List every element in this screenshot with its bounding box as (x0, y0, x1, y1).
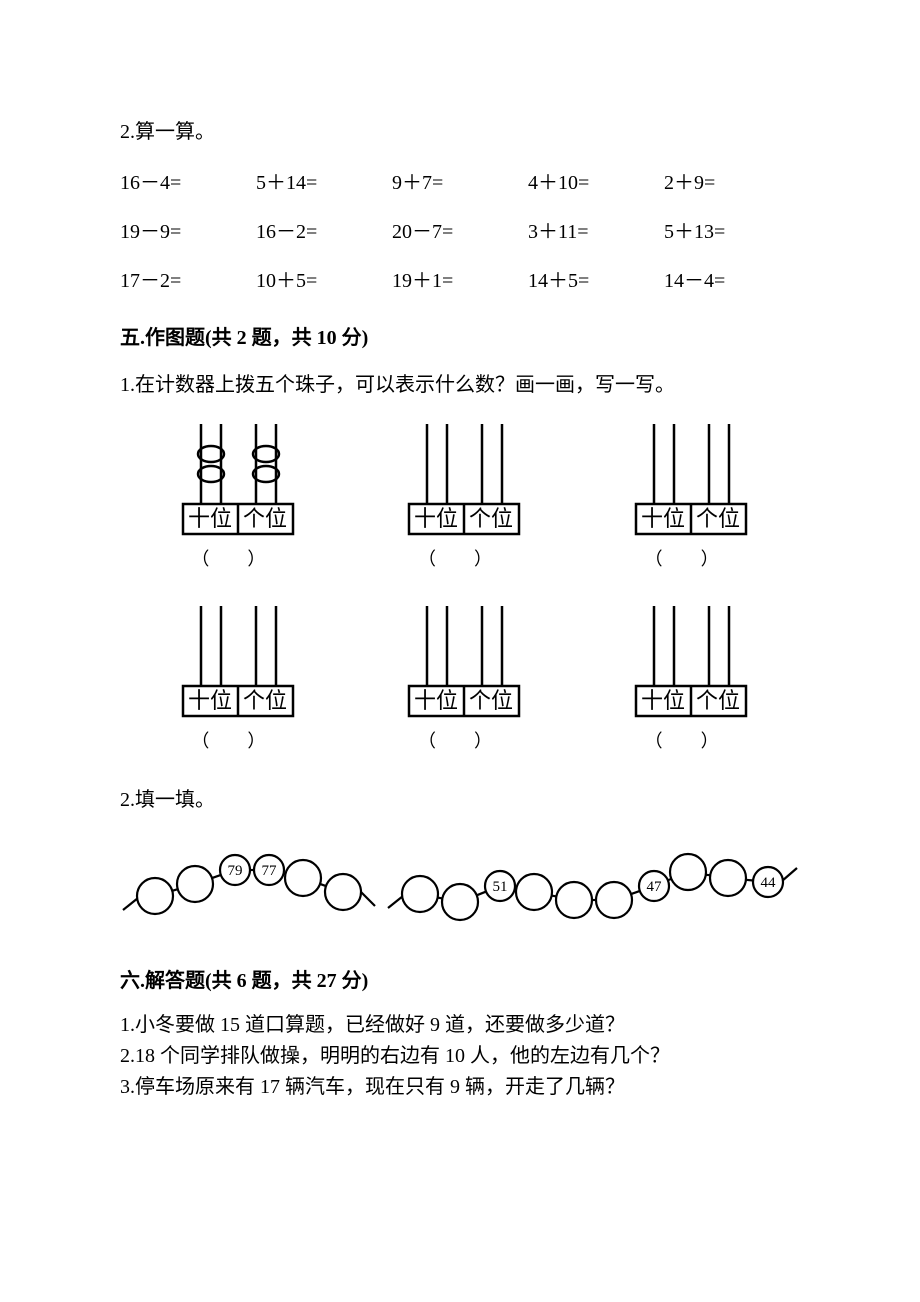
arith-cell: 14＋5= (528, 264, 664, 293)
svg-text:个位: 个位 (696, 688, 740, 713)
arith-cell: 16－4= (120, 166, 256, 195)
abacus: 十位个位 （ ） (161, 419, 306, 571)
q2-calc-heading: 2.算一算。 (120, 115, 800, 144)
word-problem-1: 1.小冬要做 15 道口算题，已经做好 9 道，还要做多少道？ (120, 1011, 800, 1040)
arith-cell: 5＋13= (664, 215, 800, 244)
abacus-blank-paren: （ ） (645, 545, 729, 571)
svg-text:十位: 十位 (641, 688, 685, 713)
svg-text:79: 79 (228, 863, 243, 879)
abacus-svg: 十位个位 (387, 601, 532, 721)
arith-cell: 5＋14= (256, 166, 392, 195)
section5-title: 五.作图题(共 2 题，共 10 分) (120, 321, 800, 350)
svg-text:个位: 个位 (469, 688, 513, 713)
abacus: 十位个位 （ ） (387, 419, 532, 571)
abacus-row: 十位个位（ ）十位个位（ ）十位个位（ ） (120, 419, 800, 571)
word-problem-3: 3.停车场原来有 17 辆汽车，现在只有 9 辆，开走了几辆？ (120, 1073, 800, 1102)
abacus-svg: 十位个位 (161, 419, 306, 539)
svg-text:个位: 个位 (696, 506, 740, 531)
abacus: 十位个位 （ ） (614, 601, 759, 753)
abacus-row: 十位个位（ ）十位个位（ ）十位个位（ ） (120, 601, 800, 753)
arith-cell: 9＋7= (392, 166, 528, 195)
arith-cell: 4＋10= (528, 166, 664, 195)
arith-cell: 16－2= (256, 215, 392, 244)
number-chain-svg: 79 77 51 47 44 (120, 834, 800, 929)
arith-cell: 14－4= (664, 264, 800, 293)
arith-cell: 19－9= (120, 215, 256, 244)
arith-cell: 19＋1= (392, 264, 528, 293)
svg-text:44: 44 (761, 875, 777, 891)
arith-cell: 17－2= (120, 264, 256, 293)
section5-q1-text: 1.在计数器上拨五个珠子，可以表示什么数？画一画，写一写。 (120, 368, 800, 397)
abacus-blank-paren: （ ） (418, 727, 502, 753)
arith-cell: 2＋9= (664, 166, 800, 195)
abacus-blank-paren: （ ） (418, 545, 502, 571)
abacus-area: 十位个位（ ）十位个位（ ）十位个位（ ）十位个位（ ）十位个位（ ）十位个位（… (120, 419, 800, 753)
svg-text:十位: 十位 (188, 506, 232, 531)
svg-text:51: 51 (493, 879, 508, 895)
abacus-svg: 十位个位 (614, 601, 759, 721)
svg-text:77: 77 (262, 863, 278, 879)
svg-text:个位: 个位 (243, 688, 287, 713)
abacus-blank-paren: （ ） (645, 727, 729, 753)
svg-text:十位: 十位 (188, 688, 232, 713)
svg-text:个位: 个位 (469, 506, 513, 531)
abacus-svg: 十位个位 (161, 601, 306, 721)
word-problem-2: 2.18 个同学排队做操，明明的右边有 10 人，他的左边有几个？ (120, 1042, 800, 1071)
arith-cell: 20－7= (392, 215, 528, 244)
section6-title: 六.解答题(共 6 题，共 27 分) (120, 964, 800, 993)
svg-text:十位: 十位 (641, 506, 685, 531)
abacus-svg: 十位个位 (614, 419, 759, 539)
abacus-svg: 十位个位 (387, 419, 532, 539)
svg-text:个位: 个位 (243, 506, 287, 531)
abacus-blank-paren: （ ） (191, 545, 275, 571)
abacus-blank-paren: （ ） (191, 727, 275, 753)
arith-cell: 3＋11= (528, 215, 664, 244)
number-chain-wrap: 79 77 51 47 44 (120, 834, 800, 934)
word-problems: 1.小冬要做 15 道口算题，已经做好 9 道，还要做多少道？ 2.18 个同学… (120, 1011, 800, 1102)
arith-cell: 10＋5= (256, 264, 392, 293)
svg-text:十位: 十位 (414, 688, 458, 713)
section5-q2-text: 2.填一填。 (120, 783, 800, 812)
arith-grid: 16－4= 5＋14= 9＋7= 4＋10= 2＋9= 19－9= 16－2= … (120, 166, 800, 293)
svg-text:十位: 十位 (414, 506, 458, 531)
abacus: 十位个位 （ ） (614, 419, 759, 571)
svg-text:47: 47 (647, 879, 663, 895)
abacus: 十位个位 （ ） (161, 601, 306, 753)
abacus: 十位个位 （ ） (387, 601, 532, 753)
